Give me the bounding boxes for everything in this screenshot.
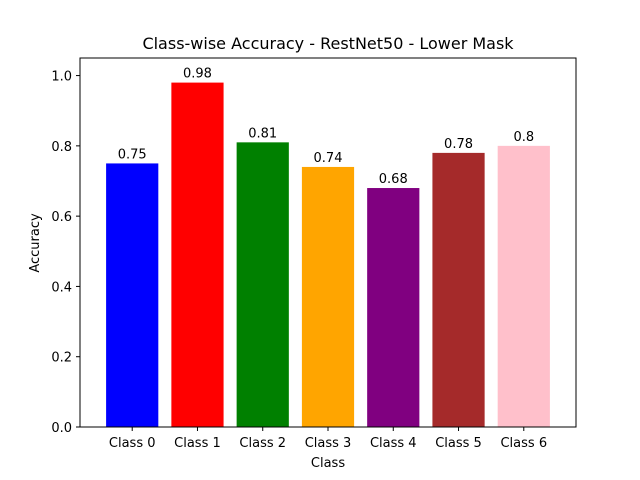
data-label-6: 0.8 [513, 130, 534, 145]
x-tick-label-5: Class 5 [435, 436, 482, 451]
data-label-3: 0.74 [314, 151, 343, 166]
bar-4 [367, 188, 420, 427]
y-tick-label-2: 0.4 [51, 280, 72, 295]
x-tick-label-6: Class 6 [500, 436, 547, 451]
plot-frame [79, 57, 577, 428]
chart-title: Class-wise Accuracy - RestNet50 - Lower … [142, 34, 514, 53]
bar-5 [432, 152, 485, 427]
y-tick-label-1: 0.2 [51, 351, 72, 366]
bar-6 [497, 145, 550, 427]
x-tick-label-4: Class 4 [370, 436, 417, 451]
plot-area: 0.75 0.98 0.81 0.74 0.68 0.78 0.8 Class 0 Class … [51, 57, 577, 451]
data-label-4: 0.68 [379, 172, 408, 187]
bar-3 [301, 166, 355, 427]
x-tick-label-3: Class 3 [305, 436, 352, 451]
bar-2 [236, 142, 289, 428]
x-tick-label-1: Class 1 [174, 436, 221, 451]
bar-1 [171, 82, 224, 427]
y-axis-label: Accuracy [28, 213, 43, 273]
bar-0 [106, 163, 159, 427]
y-tick-label-5: 1.0 [51, 70, 72, 85]
x-tick-label-0: Class 0 [109, 436, 156, 451]
y-tick-label-0: 0.0 [51, 421, 72, 436]
x-axis-label: Class [311, 456, 345, 471]
data-label-5: 0.78 [444, 137, 473, 152]
y-tick-label-4: 0.8 [51, 140, 72, 155]
x-tick-label-2: Class 2 [239, 436, 286, 451]
data-label-0: 0.75 [118, 147, 147, 162]
data-label-2: 0.81 [248, 126, 277, 141]
y-tick-label-3: 0.6 [51, 210, 72, 225]
data-label-1: 0.98 [183, 67, 212, 82]
